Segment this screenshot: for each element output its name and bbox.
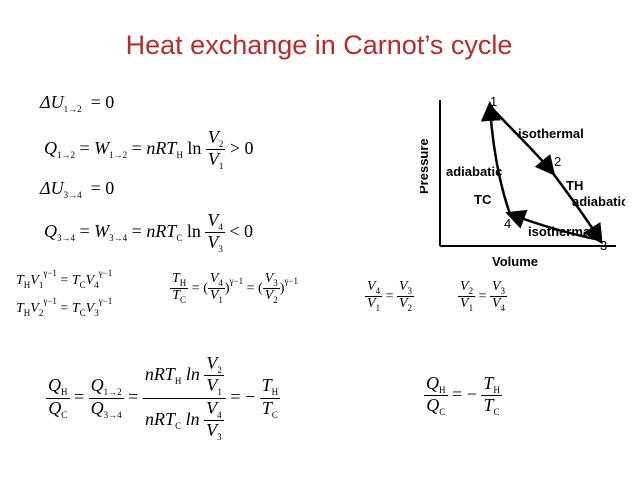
equation-du34: ΔU3→4 = 0	[40, 178, 115, 200]
temperature-cold-label: TC	[474, 192, 492, 207]
isothermal-top-label: isothermal	[518, 126, 584, 141]
equation-q34: Q3→4 = W3→4 = nRTC ln V4 V3 < 0	[44, 210, 254, 255]
equation-du12: ΔU1→2 = 0	[40, 92, 115, 114]
temperature-hot-label: TH	[566, 178, 583, 193]
point-4-label: 4	[504, 216, 511, 231]
point-1-label: 1	[490, 94, 497, 109]
x-axis-label: Volume	[492, 254, 538, 269]
equation-adiabatic-1: THV1γ−1 = TCV4γ−1	[16, 268, 113, 290]
adiabatic-left-curve	[480, 101, 512, 215]
y-axis-label: Pressure	[420, 138, 431, 194]
equation-volume-ratio-2: V2 V1 = V3 V4	[458, 279, 508, 314]
equation-adiabatic-2: THV2γ−1 = TCV3γ−1	[16, 296, 113, 318]
slide-title: Heat exchange in Carnot’s cycle	[125, 30, 513, 60]
point-2-label: 2	[554, 154, 561, 169]
adiabatic-left-label: adiabatic	[446, 164, 502, 179]
equation-heat-ratio-result: QH QC = − TH TC	[424, 373, 502, 418]
adiabatic-right-curve	[550, 171, 603, 245]
isothermal-bottom-curve	[505, 209, 601, 242]
equation-volume-ratio-1: V4 V1 = V3 V2	[365, 279, 415, 314]
point-3-label: 3	[600, 238, 607, 253]
equation-heat-ratio-chain: QH QC = Q1→2 Q3→4 = nRTH ln V2 V1 nRTC ln V…	[46, 353, 281, 443]
carnot-pv-diagram: Pressure Volume isothermal isothermal ad…	[420, 94, 625, 269]
adiabatic-right-label: adiabatic	[572, 194, 625, 209]
equation-temperature-ratio: TH TC = (V4 V1)γ−1 = (V3 V2)γ−1	[170, 271, 299, 306]
isothermal-bottom-label: isothermal	[528, 224, 594, 239]
equation-q12: Q1→2 = W1→2 = nRTH ln V2 V1 > 0	[44, 127, 254, 172]
